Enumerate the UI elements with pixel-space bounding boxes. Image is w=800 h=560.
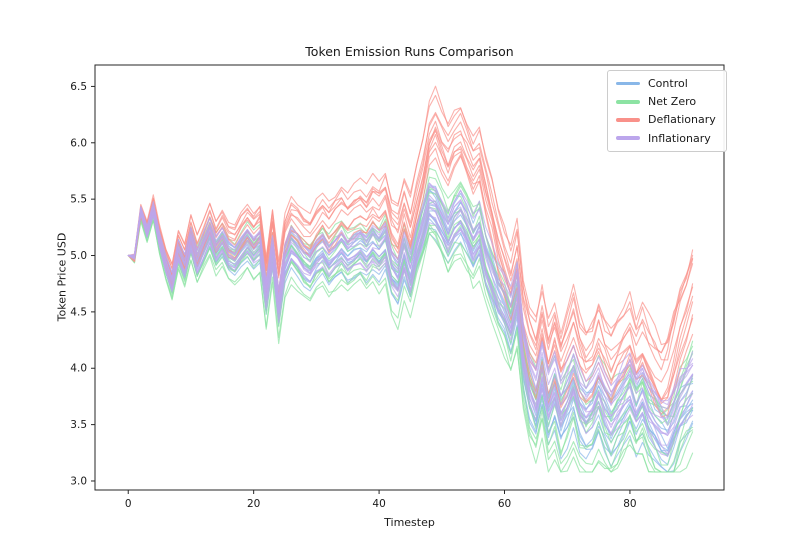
series-lines-inflationary <box>127 182 694 457</box>
x-tick-label: 80 <box>623 498 636 510</box>
legend-line-swatch <box>616 136 640 140</box>
legend-line-swatch <box>616 81 640 86</box>
y-tick-label: 5.0 <box>70 250 87 262</box>
run-line <box>127 218 694 473</box>
y-tick-label: 5.5 <box>70 194 87 206</box>
y-axis-label: Token Price USD <box>55 232 69 322</box>
legend-item-net-zero: Net Zero <box>616 95 716 108</box>
run-line <box>127 202 694 426</box>
legend-line-swatch <box>616 118 640 122</box>
y-tick-label: 6.0 <box>70 137 87 149</box>
x-tick-label: 60 <box>498 498 511 510</box>
run-line <box>127 94 694 371</box>
legend-item-deflationary: Deflationary <box>616 113 716 126</box>
legend-item-control: Control <box>616 77 716 90</box>
y-tick-label: 6.5 <box>70 81 87 93</box>
legend-label: Deflationary <box>648 113 716 127</box>
x-axis-label: Timestep <box>384 516 435 529</box>
run-line <box>127 214 694 473</box>
x-tick-label: 20 <box>247 498 260 510</box>
legend-line-swatch <box>616 100 640 104</box>
x-tick-label: 0 <box>125 498 132 510</box>
run-line <box>127 198 694 406</box>
legend-label: Net Zero <box>648 95 697 109</box>
y-tick-label: 3.5 <box>70 419 87 431</box>
run-line <box>127 207 694 436</box>
legend-label: Inflationary <box>648 131 711 145</box>
plot-frame <box>94 64 725 491</box>
y-tick-label: 3.0 <box>70 475 87 487</box>
run-line <box>127 126 694 401</box>
run-line <box>127 194 694 419</box>
x-tick-label: 40 <box>372 498 385 510</box>
legend: Control Net Zero Deflationary Inflationary <box>607 70 727 152</box>
run-line <box>127 219 694 473</box>
run-line <box>127 186 694 410</box>
legend-label: Control <box>648 77 688 90</box>
chart-title: Token Emission Runs Comparison <box>305 44 514 59</box>
legend-item-inflationary: Inflationary <box>616 132 716 145</box>
y-tick-label: 4.5 <box>70 306 87 318</box>
run-line <box>127 113 694 354</box>
y-tick-label: 4.0 <box>70 363 87 375</box>
